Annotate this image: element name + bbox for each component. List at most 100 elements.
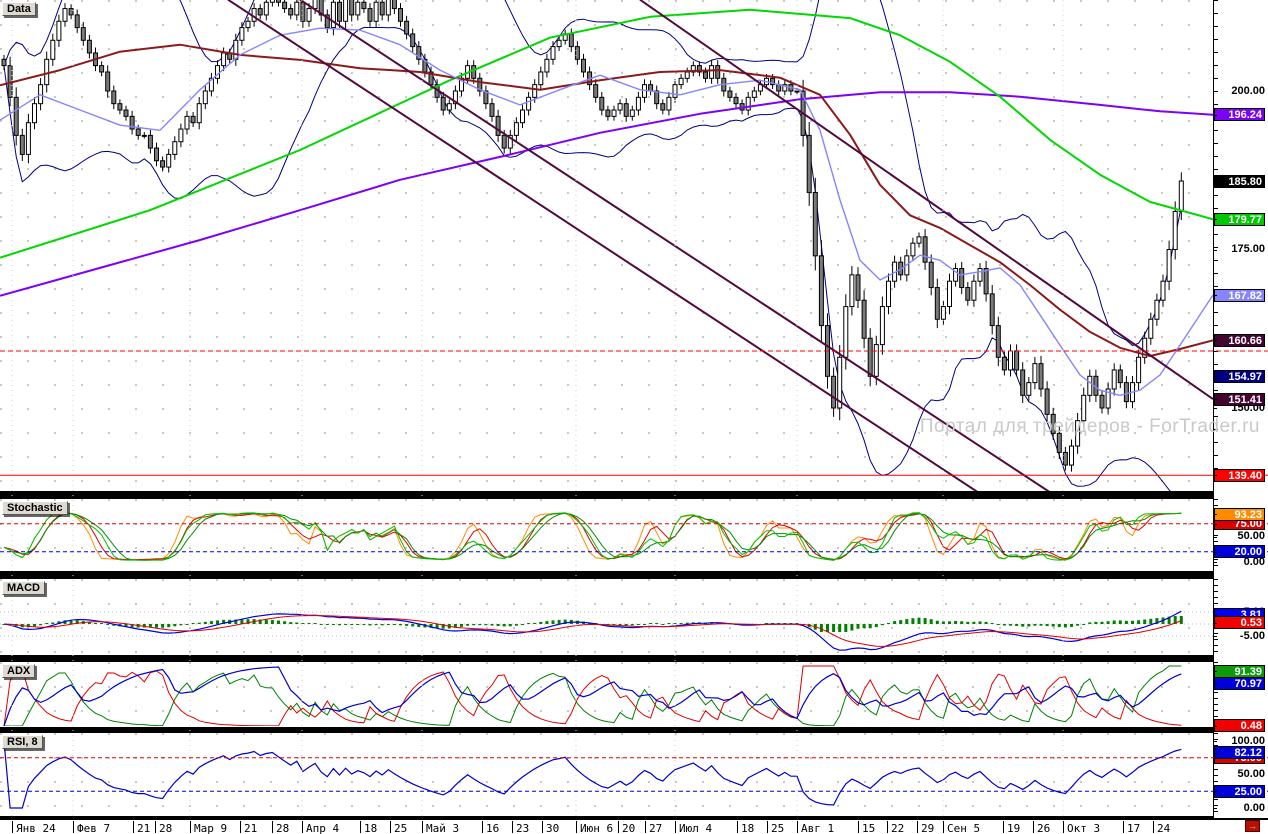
axis-tick bbox=[1213, 523, 1217, 525]
time-axis-tick bbox=[133, 821, 134, 833]
macd-axis-label: -5.00 bbox=[1239, 629, 1265, 642]
time-axis-label: 25 bbox=[771, 822, 785, 834]
axis-tick bbox=[1213, 683, 1217, 685]
price-axis-badge: 179.77 bbox=[1214, 212, 1265, 226]
panel-divider bbox=[0, 491, 1268, 499]
axis-tick bbox=[1213, 114, 1217, 116]
time-axis-label: 15 bbox=[862, 822, 876, 834]
axis-tick bbox=[1213, 774, 1217, 776]
axis-ticks bbox=[1214, 499, 1218, 571]
axis-tick bbox=[1213, 752, 1217, 754]
time-axis-tick bbox=[576, 821, 577, 833]
time-axis-tick bbox=[190, 821, 191, 833]
rsi-panel[interactable] bbox=[0, 733, 1213, 816]
time-axis-tick bbox=[943, 821, 944, 833]
price-axis-badge: 139.40 bbox=[1214, 468, 1265, 482]
axis-tick bbox=[1213, 295, 1217, 297]
rsi-axis-label: 50.00 bbox=[1237, 768, 1265, 780]
axis-tick bbox=[1213, 551, 1217, 553]
jump-to-end-button[interactable]: → bbox=[1245, 820, 1260, 832]
time-axis-tick bbox=[645, 821, 646, 833]
time-axis-label: 28 bbox=[159, 822, 173, 834]
rsi-panel-label: RSI, 8 bbox=[2, 735, 43, 749]
time-axis-tick bbox=[767, 821, 768, 833]
panel-divider bbox=[0, 727, 1268, 733]
time-axis-label: 29 bbox=[921, 822, 935, 834]
time-axis-label: 20 bbox=[622, 822, 636, 834]
rsi-axis-label: 0.00 bbox=[1243, 801, 1265, 814]
macd-axis-badge: 0.53 bbox=[1214, 616, 1265, 630]
time-axis-label: 30 bbox=[546, 822, 560, 834]
time-axis-label: 27 bbox=[649, 822, 663, 834]
time-axis-label: Июн 6 bbox=[580, 822, 614, 834]
time-axis-tick bbox=[12, 821, 13, 833]
time-axis-label: 26 bbox=[1037, 822, 1051, 834]
price-axis-badge: 185.80 bbox=[1214, 174, 1265, 188]
data-panel-label: Data bbox=[2, 2, 36, 16]
time-axis-tick bbox=[737, 821, 738, 833]
axis-tick bbox=[1213, 475, 1217, 477]
time-axis-tick bbox=[618, 821, 619, 833]
axis-tick bbox=[1213, 408, 1217, 409]
time-axis-tick bbox=[797, 821, 798, 833]
time-axis-tick bbox=[887, 821, 888, 833]
macd-panel-label: MACD bbox=[2, 581, 45, 595]
time-axis-label: Авг 1 bbox=[801, 822, 835, 834]
time-axis-tick bbox=[675, 821, 676, 833]
price-axis-badge: 160.66 bbox=[1214, 333, 1265, 347]
time-axis-label: 28 bbox=[276, 822, 290, 834]
axis-tick bbox=[1213, 181, 1217, 183]
axis-tick bbox=[1213, 399, 1217, 401]
axis-tick bbox=[1213, 741, 1217, 742]
adx-axis-badge: 70.97 bbox=[1214, 676, 1265, 690]
time-axis-tick bbox=[360, 821, 361, 833]
time-axis-tick bbox=[1033, 821, 1034, 833]
price-axis-badge: 151.41 bbox=[1214, 392, 1265, 406]
time-axis-tick bbox=[1123, 821, 1124, 833]
rsi-axis-label: 100.00 bbox=[1231, 734, 1265, 747]
axis-tick bbox=[1213, 219, 1217, 221]
adx-panel-label: ADX bbox=[2, 664, 36, 678]
time-axis-label: 16 bbox=[486, 822, 500, 834]
adx-panel[interactable] bbox=[0, 662, 1213, 727]
time-axis-tick bbox=[1153, 821, 1154, 833]
time-axis-label: Окт 3 bbox=[1067, 822, 1101, 834]
price-axis-badge: 154.97 bbox=[1214, 369, 1265, 383]
time-axis-tick bbox=[512, 821, 513, 833]
axis-tick bbox=[1213, 725, 1217, 727]
time-axis-label: 22 bbox=[891, 822, 905, 834]
axis-tick bbox=[1213, 636, 1217, 637]
time-axis-tick bbox=[917, 821, 918, 833]
time-axis-label: 19 bbox=[1007, 822, 1021, 834]
time-axis-label: 25 bbox=[394, 822, 408, 834]
axis-tick bbox=[1213, 91, 1217, 92]
stochastic-panel[interactable] bbox=[0, 499, 1213, 571]
time-axis-tick bbox=[390, 821, 391, 833]
time-axis-label: 24 bbox=[1157, 822, 1171, 834]
time-axis-tick bbox=[1063, 821, 1064, 833]
time-axis-label: 18 bbox=[741, 822, 755, 834]
stochastic-axis-badge: 93.23 bbox=[1214, 507, 1265, 521]
time-axis-label: 21 bbox=[244, 822, 258, 834]
price-axis-label: 175.00 bbox=[1231, 243, 1265, 255]
time-axis-tick bbox=[1003, 821, 1004, 833]
axis-tick bbox=[1213, 514, 1217, 516]
time-axis-label: Янв 24 bbox=[16, 822, 56, 834]
time-axis-tick bbox=[858, 821, 859, 833]
axis-tick bbox=[1213, 791, 1217, 793]
axis-tick bbox=[1213, 376, 1217, 378]
stochastic-panel-label: Stochastic bbox=[2, 501, 68, 515]
watermark-text: Портал для трейдеров - ForTrader.ru bbox=[919, 416, 1260, 437]
time-axis-label: Сен 5 bbox=[947, 822, 981, 834]
time-axis-tick bbox=[482, 821, 483, 833]
axis-tick bbox=[1213, 622, 1217, 624]
adx-axis-badge: 91.39 bbox=[1214, 664, 1265, 678]
time-axis-label: Апр 4 bbox=[306, 822, 340, 834]
time-axis[interactable]: Янв 24 Фев 7 21 28 Мар 9 21 28 Апр 4 18 25 Май 3 16… bbox=[0, 818, 1268, 834]
panel-divider bbox=[0, 571, 1268, 579]
time-axis-tick bbox=[155, 821, 156, 833]
rsi-axis-badge: 25.00 bbox=[1214, 784, 1265, 798]
time-axis-tick bbox=[240, 821, 241, 833]
macd-panel[interactable] bbox=[0, 579, 1213, 655]
